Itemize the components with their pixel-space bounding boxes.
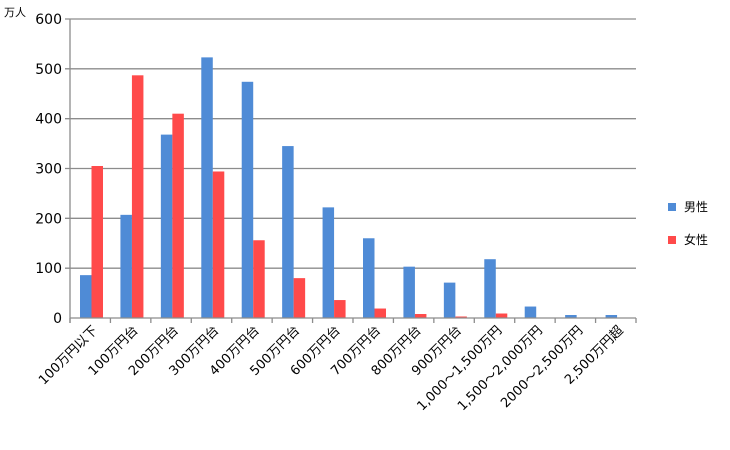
- y-tick-label: 100: [35, 261, 62, 277]
- legend-label: 女性: [684, 232, 708, 247]
- y-tick-label: 200: [35, 211, 62, 227]
- x-tick-label: 100万円以下: [36, 323, 101, 388]
- y-tick-label: 600: [35, 12, 62, 28]
- bar-male: [605, 315, 618, 318]
- bar-male: [322, 207, 335, 318]
- bar-male: [524, 306, 537, 318]
- bar-male: [241, 81, 254, 318]
- bar-male: [282, 146, 294, 318]
- bar-male: [120, 214, 132, 318]
- legend-swatch: [668, 236, 676, 244]
- bar-male: [484, 259, 496, 318]
- y-tick-label: 0: [53, 311, 62, 327]
- legend-label: 男性: [684, 200, 708, 214]
- bar-female: [293, 278, 306, 318]
- bar-female: [455, 316, 467, 318]
- y-tick-label: 400: [35, 112, 62, 128]
- bar-male: [201, 57, 213, 318]
- bar-male: [403, 266, 415, 318]
- y-unit-label: 万人: [4, 6, 26, 19]
- bar-female: [414, 314, 427, 318]
- legend-swatch: [668, 203, 676, 211]
- bar-female: [172, 113, 184, 318]
- bar-female: [91, 166, 103, 318]
- y-tick-label: 500: [35, 62, 62, 78]
- bar-male: [443, 282, 456, 318]
- bar-female: [334, 300, 346, 318]
- bar-female: [253, 240, 265, 318]
- bar-female: [495, 313, 508, 318]
- bar-male: [565, 315, 577, 318]
- bar-male: [80, 275, 92, 318]
- bar-male: [160, 134, 173, 318]
- bar-female: [374, 308, 386, 318]
- bar-female: [212, 171, 225, 318]
- bar-male: [363, 238, 375, 318]
- bar-female: [131, 75, 144, 318]
- y-tick-label: 300: [35, 162, 62, 178]
